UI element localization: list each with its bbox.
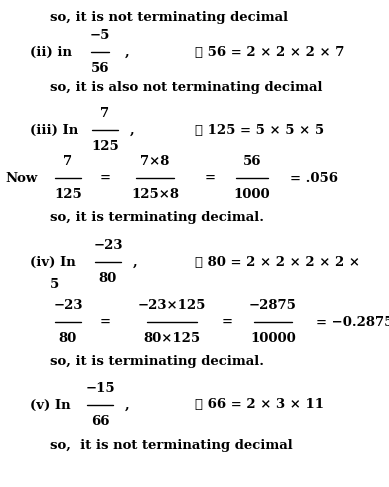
Text: ∴ 80 = 2 × 2 × 2 × 2 ×: ∴ 80 = 2 × 2 × 2 × 2 × [195,256,360,268]
Text: ,: , [125,45,130,58]
Text: 125: 125 [91,140,119,153]
Text: 7×8: 7×8 [140,155,170,168]
Text: =: = [100,316,111,329]
Text: −23: −23 [93,239,123,252]
Text: 80: 80 [59,332,77,345]
Text: (iv) In: (iv) In [30,256,76,268]
Text: (v) In: (v) In [30,398,71,412]
Text: 7: 7 [63,155,73,168]
Text: so, it is not terminating decimal: so, it is not terminating decimal [50,12,288,24]
Text: ,: , [130,124,135,136]
Text: ,: , [133,256,138,268]
Text: so, it is terminating decimal.: so, it is terminating decimal. [50,211,264,225]
Text: ,: , [125,398,130,412]
Text: −23×125: −23×125 [138,299,206,312]
Text: =: = [205,171,216,185]
Text: 125: 125 [54,188,82,201]
Text: −2875: −2875 [249,299,297,312]
Text: (iii) In: (iii) In [30,124,78,136]
Text: ∴ 56 = 2 × 2 × 2 × 7: ∴ 56 = 2 × 2 × 2 × 7 [195,45,344,58]
Text: 66: 66 [91,415,109,428]
Text: 56: 56 [243,155,261,168]
Text: so,  it is not terminating decimal: so, it is not terminating decimal [50,438,293,451]
Text: 10000: 10000 [250,332,296,345]
Text: −5: −5 [90,29,110,42]
Text: ∴ 66 = 2 × 3 × 11: ∴ 66 = 2 × 3 × 11 [195,398,324,412]
Text: = −0.2875: = −0.2875 [316,316,389,329]
Text: 7: 7 [100,107,110,120]
Text: 56: 56 [91,62,109,75]
Text: 125×8: 125×8 [131,188,179,201]
Text: 5: 5 [50,279,59,292]
Text: −15: −15 [85,382,115,395]
Text: 80: 80 [99,272,117,285]
Text: −23: −23 [53,299,83,312]
Text: =: = [100,171,111,185]
Text: so, it is terminating decimal.: so, it is terminating decimal. [50,356,264,369]
Text: 80×125: 80×125 [144,332,201,345]
Text: so, it is also not terminating decimal: so, it is also not terminating decimal [50,80,322,94]
Text: 1000: 1000 [234,188,270,201]
Text: (ii) in: (ii) in [30,45,72,58]
Text: Now: Now [5,171,37,185]
Text: =: = [222,316,233,329]
Text: ∴ 125 = 5 × 5 × 5: ∴ 125 = 5 × 5 × 5 [195,124,324,136]
Text: = .056: = .056 [290,171,338,185]
